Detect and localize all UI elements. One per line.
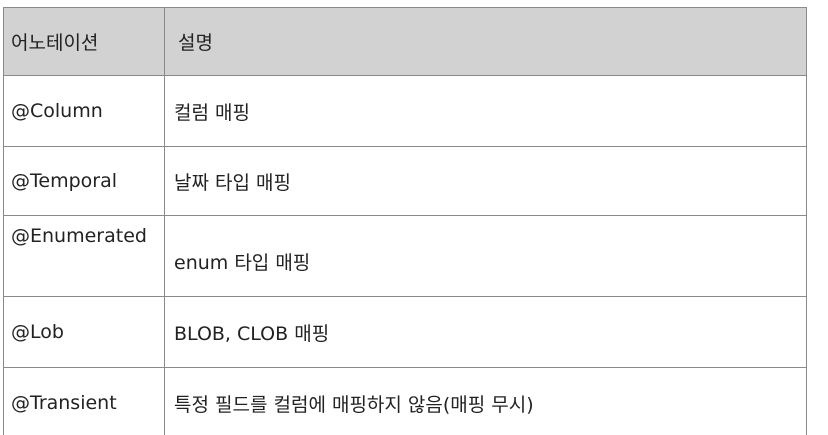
header-annotation: 어노테이션: [3, 7, 165, 76]
header-description: 설명: [164, 7, 807, 76]
table-row: @Temporal 날짜 타입 매핑: [3, 146, 807, 216]
annotation-cell: @Column: [3, 75, 165, 147]
description-cell: 특정 필드를 컬럼에 매핑하지 않음(매핑 무시): [164, 367, 807, 435]
description-cell: BLOB, CLOB 매핑: [164, 296, 807, 368]
annotation-cell: @Temporal: [3, 146, 165, 216]
table-row: @Lob BLOB, CLOB 매핑: [3, 296, 807, 368]
annotation-cell: @Enumerated: [3, 215, 165, 297]
description-cell: 날짜 타입 매핑: [164, 146, 807, 216]
annotation-cell: @Lob: [3, 296, 165, 368]
description-cell: enum 타입 매핑: [164, 215, 807, 297]
table-row: @Column 컬럼 매핑: [3, 75, 807, 147]
table-row: @Enumerated enum 타입 매핑: [3, 215, 807, 297]
description-cell: 컬럼 매핑: [164, 75, 807, 147]
annotation-cell: @Transient: [3, 367, 165, 435]
table-row: @Transient 특정 필드를 컬럼에 매핑하지 않음(매핑 무시): [3, 367, 807, 435]
table-header-row: 어노테이션 설명: [3, 7, 807, 76]
annotation-table: 어노테이션 설명 @Column 컬럼 매핑 @Temporal 날짜 타입 매…: [3, 7, 807, 435]
